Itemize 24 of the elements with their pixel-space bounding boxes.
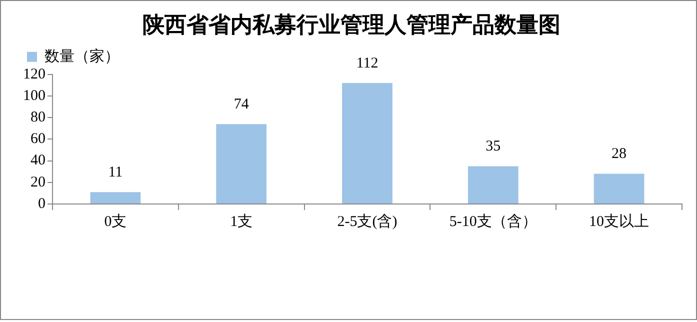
x-tick-label: 10支以上 (589, 212, 650, 230)
data-label: 112 (356, 55, 378, 72)
data-label: 28 (612, 146, 627, 162)
y-tick-label: 100 (23, 88, 46, 104)
x-tick-label: 5-10支（含） (449, 212, 537, 230)
bar (342, 83, 392, 204)
data-label: 11 (108, 164, 123, 181)
x-tick-label: 0支 (104, 212, 127, 230)
x-tick-label: 1支 (230, 212, 253, 230)
bar (90, 192, 141, 204)
y-tick-label: 0 (38, 196, 46, 212)
bar (468, 166, 518, 204)
bar (594, 174, 644, 204)
data-label: 35 (486, 138, 501, 155)
y-tick-label: 60 (30, 131, 46, 148)
data-label: 74 (234, 96, 250, 113)
y-tick-label: 120 (23, 66, 46, 82)
y-tick-label: 40 (30, 152, 46, 169)
legend-label: 数量（家） (44, 48, 120, 65)
y-tick-label: 80 (30, 110, 46, 126)
chart-title: 陕西省省内私募行业管理人管理产品数量图 (142, 12, 560, 37)
y-tick-label: 20 (30, 174, 46, 190)
x-tick-label: 2-5支(含) (337, 212, 398, 230)
bar (216, 124, 267, 204)
